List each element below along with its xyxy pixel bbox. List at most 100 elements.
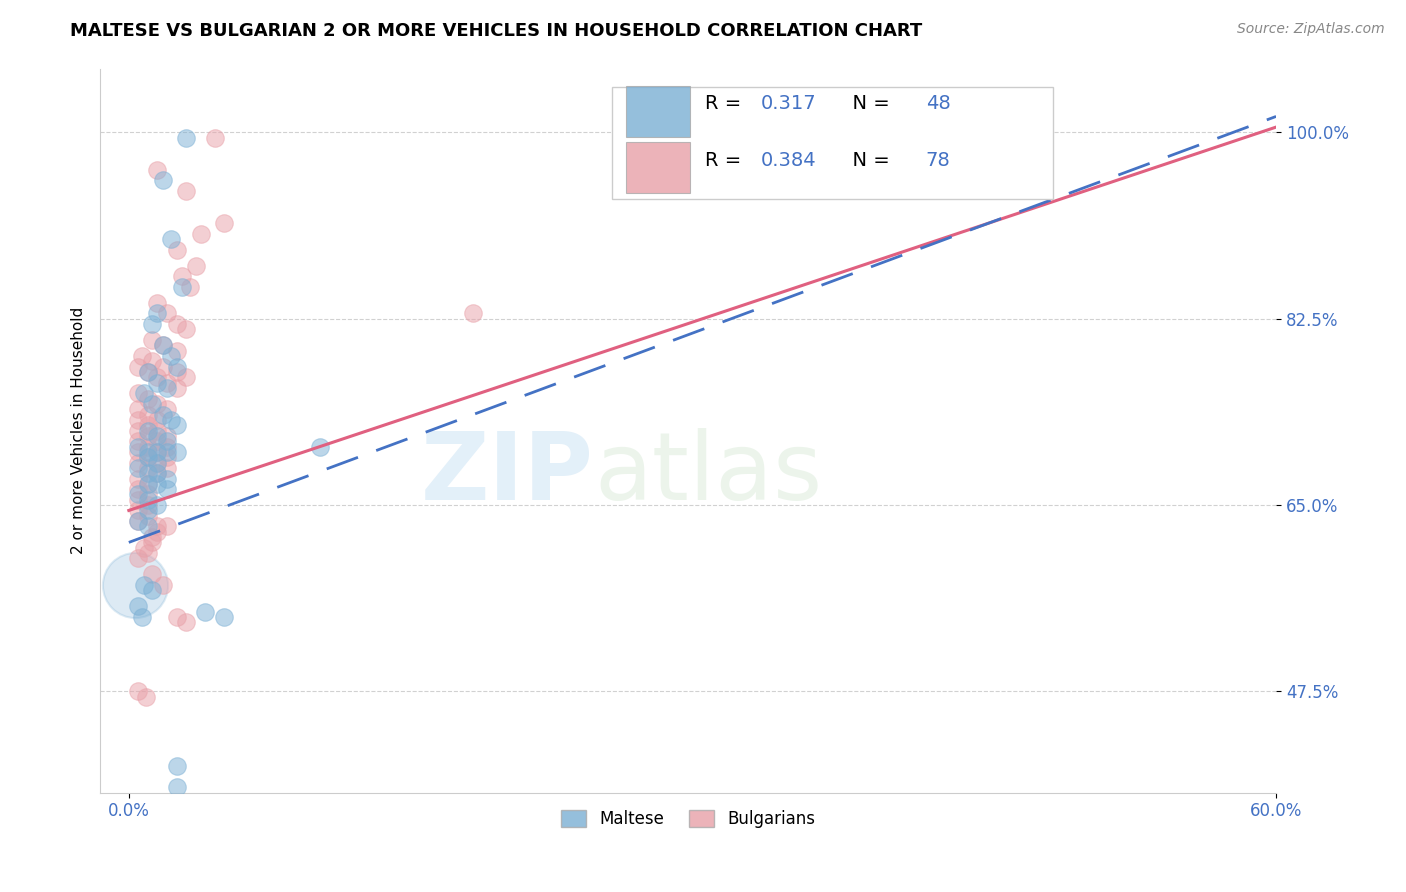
Point [132, 578, 155, 592]
Point [214, 216, 236, 230]
Point [156, 471, 179, 485]
Point [166, 381, 188, 395]
Point [156, 450, 179, 465]
Point [156, 482, 179, 496]
Y-axis label: 2 or more Vehicles in Household: 2 or more Vehicles in Household [72, 307, 86, 554]
Text: atlas: atlas [595, 428, 823, 520]
Point [127, 386, 149, 401]
Point [136, 445, 159, 459]
Text: Source: ZipAtlas.com: Source: ZipAtlas.com [1237, 22, 1385, 37]
Text: 0.384: 0.384 [761, 151, 817, 169]
Point [127, 471, 149, 485]
Text: MALTESE VS BULGARIAN 2 OR MORE VEHICLES IN HOUSEHOLD CORRELATION CHART: MALTESE VS BULGARIAN 2 OR MORE VEHICLES … [70, 22, 922, 40]
Point [136, 392, 159, 406]
Point [146, 445, 169, 459]
Point [194, 605, 217, 619]
Point [166, 243, 188, 257]
Point [166, 343, 188, 358]
Point [160, 349, 183, 363]
Point [156, 434, 179, 449]
Point [309, 440, 332, 454]
Point [156, 376, 179, 390]
Point [141, 333, 163, 347]
Point [152, 578, 174, 592]
Point [152, 359, 174, 374]
Point [174, 370, 197, 384]
Text: R =: R = [704, 95, 747, 113]
Point [146, 295, 169, 310]
Point [146, 434, 169, 449]
Point [127, 434, 149, 449]
Text: N =: N = [839, 95, 896, 113]
Point [136, 487, 159, 501]
Point [146, 376, 169, 390]
Point [136, 519, 159, 533]
Point [136, 450, 159, 465]
Point [160, 413, 183, 427]
Point [160, 232, 183, 246]
FancyBboxPatch shape [612, 87, 1053, 199]
Point [146, 466, 169, 480]
Text: ZIP: ZIP [422, 428, 595, 520]
Point [146, 466, 169, 480]
Point [146, 524, 169, 539]
Text: 48: 48 [925, 95, 950, 113]
Point [174, 184, 197, 198]
Point [214, 610, 236, 624]
Point [127, 503, 149, 517]
Point [136, 440, 159, 454]
Point [136, 365, 159, 379]
Point [136, 424, 159, 438]
Point [172, 280, 194, 294]
Point [136, 546, 159, 560]
Point [166, 445, 188, 459]
Point [184, 259, 207, 273]
Point [190, 227, 212, 241]
Point [152, 173, 174, 187]
Point [132, 541, 155, 555]
Point [127, 514, 149, 528]
Point [141, 354, 163, 368]
Point [156, 429, 179, 443]
Point [146, 306, 169, 320]
Point [131, 349, 153, 363]
Point [141, 535, 163, 549]
Point [146, 429, 169, 443]
Text: R =: R = [704, 151, 747, 169]
Point [127, 413, 149, 427]
Point [141, 397, 163, 411]
Point [136, 476, 159, 491]
Point [136, 492, 159, 507]
Point [146, 498, 169, 512]
Point [204, 130, 226, 145]
Point [136, 498, 159, 512]
Point [127, 445, 149, 459]
Point [127, 461, 149, 475]
Point [146, 397, 169, 411]
Point [136, 429, 159, 443]
Legend: Maltese, Bulgarians: Maltese, Bulgarians [554, 804, 823, 835]
Point [127, 482, 149, 496]
Point [136, 461, 159, 475]
Point [166, 317, 188, 331]
Point [127, 456, 149, 470]
Point [136, 508, 159, 523]
Point [136, 365, 159, 379]
Point [132, 386, 155, 401]
Point [127, 359, 149, 374]
Point [166, 610, 188, 624]
Point [174, 322, 197, 336]
Text: N =: N = [839, 151, 896, 169]
Point [174, 130, 197, 145]
Point [146, 519, 169, 533]
Point [141, 567, 163, 582]
Point [156, 306, 179, 320]
Text: 0.317: 0.317 [761, 95, 817, 113]
Point [156, 402, 179, 417]
Point [174, 615, 197, 630]
Point [146, 476, 169, 491]
Point [141, 583, 163, 598]
Point [152, 408, 174, 422]
Point [136, 408, 159, 422]
Point [135, 690, 157, 704]
